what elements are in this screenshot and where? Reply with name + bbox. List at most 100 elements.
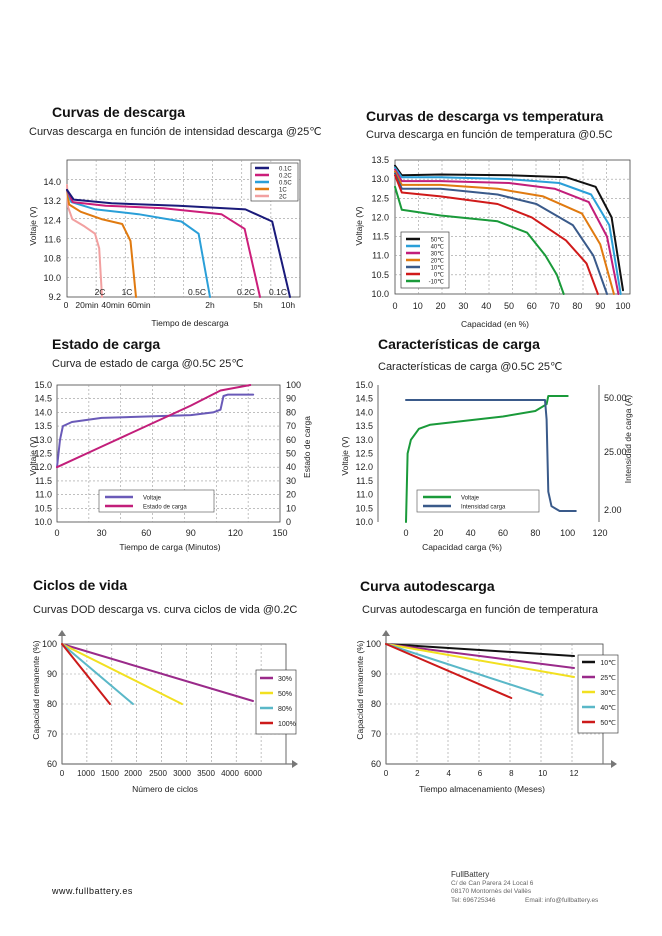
self-discharge-x-arrow [611,760,617,768]
charge-state-right-y-tick: 100 [286,380,301,390]
charge-char-y-tick: 11.0 [356,490,373,500]
life-cycle-x-tick: 6000 [244,769,262,778]
life-cycle-y-tick: 60 [47,759,57,769]
website-link[interactable]: www.fullbattery.es [52,886,133,896]
discharge-y-tick: 14.0 [43,177,61,187]
self-discharge-x-tick: 10 [538,769,547,778]
temperature-curve-6 [394,185,565,295]
temperature-curve-1 [394,166,622,295]
charge-state-x-tick: 0 [54,528,59,538]
life-cycle-y-tick: 70 [47,729,57,739]
self-discharge-x-tick: 8 [509,769,514,778]
discharge-y-tick: 9.2 [48,292,61,302]
charge-state-right-y-tick: 90 [286,394,296,404]
temperature-legend-label: 10℃ [431,266,445,272]
life-cycle-x-tick: 1000 [77,769,95,778]
charge-char-x-tick: 80 [530,528,540,538]
temperature-y-tick: 12.5 [371,193,389,203]
charge-char-y-tick: 10.0 [355,517,373,527]
temperature-y-tick: 10.0 [371,289,389,299]
charge-state-right-y-tick: 40 [286,462,296,472]
discharge-curve-0-2c [66,188,261,298]
life-cycle-x-tick: 4000 [221,769,239,778]
charge-char-y-tick: 15.0 [355,380,373,390]
life-cycle-y-tick: 90 [47,669,57,679]
charge-char-subtitle: Características de carga @0.5C 25℃ [378,361,563,373]
charge-state-right-y-tick: 60 [286,435,296,445]
charge-state-y-tick: 13.5 [34,421,52,431]
phone-text: Tel: 696725346 [451,896,496,904]
charge-state-legend-label: Estado de carga [143,505,187,511]
discharge-curve-label: 2C [95,287,106,297]
self-discharge-legend-box [577,654,619,734]
temperature-curve-4 [394,172,608,295]
temperature-x-tick: 60 [527,301,537,311]
charge-char-voltage-curve [405,395,569,523]
company-name: FullBattery [451,870,490,879]
charge-char-current-curve [405,399,577,512]
discharge-y-tick: 10.8 [43,254,61,264]
charge-char-y-tick: 14.5 [355,394,373,404]
charge-char-y-tick: 13.5 [355,421,373,431]
discharge-curve-label: 0.1C [269,287,287,297]
charge-state-right-y-tick: 30 [286,476,296,486]
temperature-x-tick: 30 [458,301,468,311]
charge-state-x-tick: 90 [186,528,196,538]
discharge-curve-0-1c [66,188,291,298]
self-discharge-y-arrow [382,630,390,636]
charge-char-title: Características de carga [378,336,540,352]
charge-char-y-axis-label: Voltaje (V) [340,436,350,475]
temperature-y-tick: 12.0 [371,212,389,222]
charge-state-y2-axis-label: Estado de carga [302,416,312,478]
life-cycle-x-tick: 2000 [124,769,142,778]
self-discharge-x-tick: 2 [415,769,420,778]
discharge-legend-label: 1C [279,188,287,194]
life-cycle-line-0 [61,643,254,702]
charge-char-y-tick: 13.0 [355,435,373,445]
discharge-x-tick: 5h [253,300,263,310]
charge-char-y-tick: 12.0 [355,462,373,472]
charge-char-y2-axis-label: Intensidad de carga (A) [623,395,633,484]
discharge-y-tick: 10.0 [43,273,61,283]
life-cycle-line-2 [61,643,134,705]
life-cycle-x-arrow [292,760,298,768]
temperature-legend-label: 0℃ [434,273,444,279]
self-discharge-line-3 [385,643,544,696]
charge-state-x-tick: 60 [141,528,151,538]
self-discharge-x-tick: 4 [446,769,451,778]
discharge-x-tick: 0 [64,300,69,310]
life-cycle-x-axis-label: Número de ciclos [132,784,198,794]
discharge-legend-label: 0.5C [279,181,292,187]
charge-state-y-tick: 11.0 [35,490,52,500]
life-cycle-line-3 [61,643,111,705]
address-line-2: 08170 Montornès del Vallès [451,888,532,896]
temperature-curve-3 [394,170,615,295]
charge-char-x-tick: 20 [433,528,443,538]
discharge-curve-2c [66,184,103,298]
life-cycle-x-tick: 1500 [101,769,119,778]
self-discharge-line-2 [385,643,575,678]
life-cycle-legend-label: 50% [278,691,292,698]
charge-char-y2-tick: 2.00 [604,505,622,515]
temperature-x-tick: 90 [595,301,605,311]
temperature-legend-label: -10℃ [429,280,445,286]
self-discharge-x-axis-label: Tiempo almacenamiento (Meses) [419,784,545,794]
charge-char-y-tick: 12.5 [355,449,373,459]
self-discharge-y-tick: 100 [366,639,381,649]
life-cycle-y-tick: 100 [42,639,57,649]
life-cycle-x-tick: 2500 [149,769,167,778]
self-discharge-legend-label: 25℃ [600,675,616,682]
temperature-y-tick: 11.5 [372,232,389,242]
discharge-y-tick: 11.6 [44,235,61,245]
self-discharge-y-tick: 80 [371,699,381,709]
charge-state-y-axis-label: Voltaje (V) [28,436,38,475]
temperature-x-axis-label: Capacidad (en %) [461,319,529,329]
discharge-y-tick: 13.2 [43,196,61,206]
self-discharge-x-tick: 12 [570,769,579,778]
charge-char-x-axis-label: Capacidad carga (%) [422,542,502,552]
charge-state-x-tick: 150 [272,528,287,538]
life-cycle-legend-label: 100% [278,721,296,728]
charge-state-right-y-tick: 50 [286,449,296,459]
charge-state-soc-curve [56,384,252,469]
life-cycle-line-1 [61,643,183,705]
